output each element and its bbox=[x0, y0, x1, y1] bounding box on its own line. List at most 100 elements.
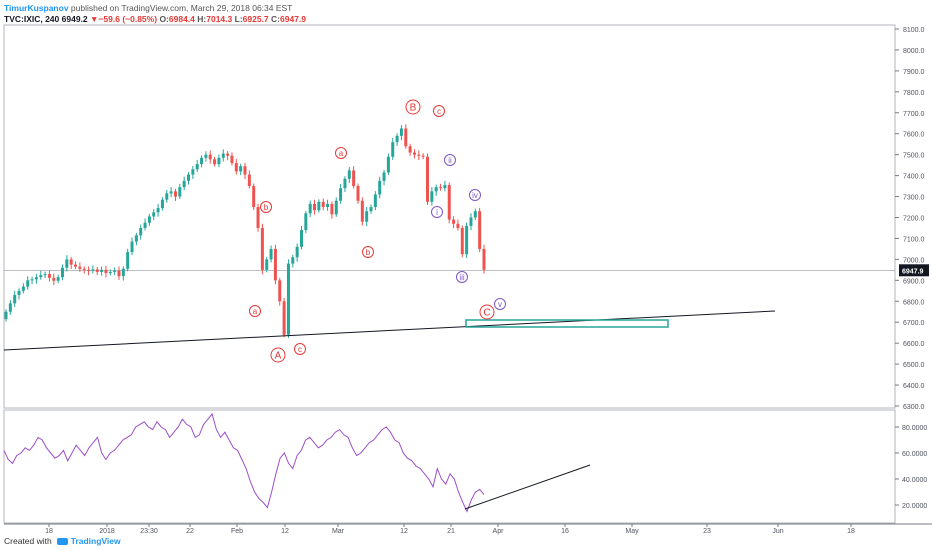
up-candle bbox=[56, 277, 60, 281]
low-label: L: bbox=[234, 14, 243, 24]
down-candle bbox=[243, 166, 247, 175]
drawings[interactable] bbox=[3, 310, 776, 351]
price-tick-label: 7900.0 bbox=[903, 69, 925, 76]
price-tick-label: 7100.0 bbox=[903, 236, 925, 243]
up-candle bbox=[13, 294, 17, 304]
wave-marker bbox=[405, 99, 421, 115]
price-tick-label: 7800.0 bbox=[903, 90, 925, 97]
price-pane-frame bbox=[3, 24, 896, 409]
open-label: O: bbox=[159, 14, 169, 24]
down-arrow-icon: ▼ bbox=[90, 14, 99, 24]
down-candle bbox=[313, 203, 317, 211]
up-candle bbox=[147, 216, 151, 223]
time-tick-label: 23 bbox=[703, 528, 711, 535]
down-candle bbox=[87, 269, 91, 271]
down-candle bbox=[95, 269, 99, 272]
down-candle bbox=[360, 200, 364, 222]
up-candle bbox=[469, 217, 473, 226]
up-candle bbox=[143, 222, 147, 228]
price-tick-label: 7400.0 bbox=[903, 174, 925, 181]
up-candle bbox=[347, 170, 351, 179]
down-candle bbox=[447, 185, 451, 220]
down-candle bbox=[247, 174, 251, 187]
down-candle bbox=[412, 152, 416, 155]
up-candle bbox=[473, 211, 477, 218]
down-candle bbox=[234, 163, 238, 172]
price-tick-label: 7200.0 bbox=[903, 216, 925, 223]
wave-marker bbox=[469, 189, 481, 201]
high-label: H: bbox=[197, 14, 207, 24]
rsi-tick-label: 60.0000 bbox=[902, 451, 927, 458]
wave-marker bbox=[433, 105, 445, 117]
last-value: 6949.2 bbox=[61, 14, 88, 24]
up-candle bbox=[291, 257, 295, 264]
down-candle bbox=[321, 201, 325, 208]
up-candle bbox=[308, 203, 312, 214]
up-candle bbox=[200, 157, 204, 165]
publish-text: published on TradingView.com, March 29, … bbox=[70, 3, 293, 13]
wave-label: i bbox=[436, 208, 438, 217]
up-candle bbox=[395, 135, 399, 143]
down-candle bbox=[256, 207, 260, 228]
price-tick-label: 8000.0 bbox=[903, 48, 925, 55]
down-candle bbox=[252, 186, 256, 208]
down-candle bbox=[421, 155, 425, 157]
wave-marker bbox=[335, 147, 347, 159]
high-value: 7014.3 bbox=[206, 14, 233, 24]
close-value: 6947.9 bbox=[280, 14, 307, 24]
wave-marker bbox=[270, 347, 286, 363]
time-tick-label: 16 bbox=[561, 528, 569, 535]
grid bbox=[3, 24, 932, 525]
rsi-line bbox=[3, 412, 485, 513]
footer: Created with TradingView bbox=[4, 536, 121, 546]
symbol-legend: TVC:IXIC, 240 6949.2 ▼−59.6 (−0.85%) O:6… bbox=[4, 14, 306, 24]
up-candle bbox=[130, 241, 134, 253]
up-candle bbox=[339, 188, 343, 201]
up-candle bbox=[8, 303, 12, 312]
up-candle bbox=[299, 230, 303, 247]
up-candle bbox=[4, 311, 8, 320]
wave-marker bbox=[456, 271, 468, 283]
up-candle bbox=[156, 208, 160, 213]
down-candle bbox=[460, 227, 464, 255]
price-axis[interactable]: 8100.0 8000.0 7900.0 7800.0 7700.0 7600.0 7500… bbox=[899, 27, 929, 411]
up-candle bbox=[17, 290, 21, 295]
wave-marker bbox=[260, 201, 272, 213]
down-candle bbox=[117, 270, 121, 277]
rsi-pane-frame bbox=[3, 409, 896, 524]
wave-marker bbox=[444, 154, 456, 166]
up-candle bbox=[334, 200, 338, 215]
up-candle bbox=[30, 279, 34, 281]
down-candle bbox=[278, 280, 282, 302]
up-candle bbox=[295, 246, 299, 258]
close-label: C: bbox=[271, 14, 281, 24]
up-candle bbox=[286, 263, 290, 335]
last-price-label: 6947.9 bbox=[902, 268, 924, 275]
tradingview-link[interactable]: TradingView bbox=[70, 536, 121, 546]
time-axis[interactable]: 18 2018 23:30 22 Feb 12 Mar 12 21 Apr 16 May 23 Jun 18 bbox=[45, 524, 855, 535]
up-candle bbox=[430, 191, 434, 202]
author-link[interactable]: TimurKuspanov bbox=[4, 3, 69, 13]
wave-label: iii bbox=[459, 273, 465, 282]
up-candle bbox=[60, 267, 64, 278]
up-candle bbox=[43, 274, 47, 276]
down-candle bbox=[356, 186, 360, 201]
up-candle bbox=[139, 227, 143, 236]
time-tick-label: 2018 bbox=[99, 528, 115, 535]
wave-marker bbox=[294, 343, 306, 355]
up-candle bbox=[221, 153, 225, 158]
price-tick-label: 6300.0 bbox=[903, 404, 925, 411]
up-candle bbox=[178, 187, 182, 197]
rsi-axis[interactable]: 80.0000 60.0000 40.0000 20.0000 bbox=[902, 425, 927, 510]
symbol-name[interactable]: TVC:IXIC, 240 bbox=[4, 14, 60, 24]
down-candle bbox=[352, 170, 356, 187]
down-candle bbox=[452, 219, 456, 224]
down-candle bbox=[213, 159, 217, 165]
up-candle bbox=[108, 271, 112, 274]
down-candle bbox=[478, 211, 482, 249]
up-candle bbox=[100, 269, 104, 272]
price-tick-label: 6400.0 bbox=[903, 383, 925, 390]
down-candle bbox=[208, 154, 212, 160]
